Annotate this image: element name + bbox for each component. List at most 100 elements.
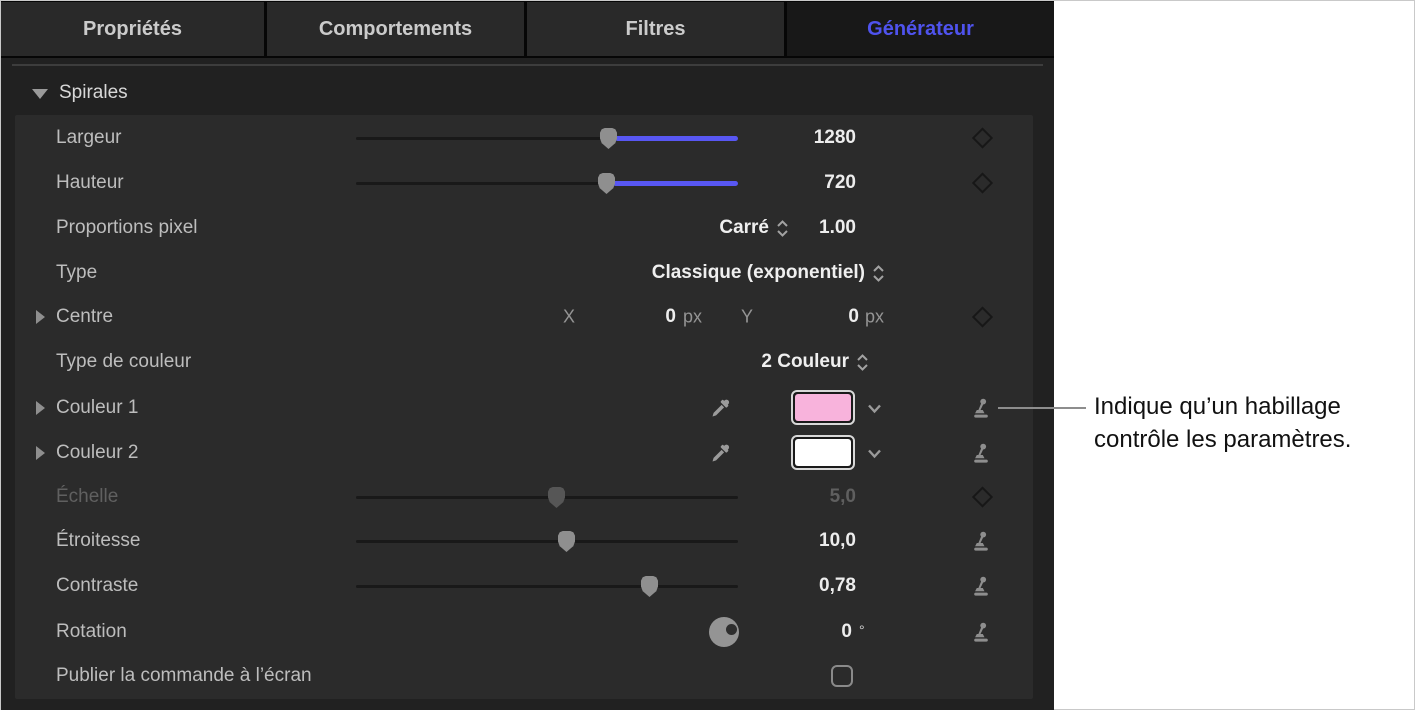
row-echelle: Échelle 5,0 xyxy=(1,475,1054,519)
param-label: Type xyxy=(56,262,98,283)
row-contraste: Contraste 0,78 xyxy=(1,564,1054,608)
row-rotation: Rotation 0 ° xyxy=(1,610,1054,654)
dial-dot xyxy=(726,624,737,635)
param-value[interactable]: 720 xyxy=(824,172,856,193)
type-couleur-popup[interactable]: 2 Couleur xyxy=(761,340,869,384)
x-unit: px xyxy=(683,306,703,327)
x-value-field[interactable]: 0 xyxy=(665,306,676,327)
slider-track[interactable] xyxy=(356,540,738,543)
x-label: X xyxy=(563,306,576,327)
divider xyxy=(12,64,1043,66)
row-publier-commande: Publier la commande à l’écran xyxy=(1,654,1054,698)
group-title: Spirales xyxy=(59,82,128,103)
slider-track[interactable] xyxy=(356,585,738,588)
row-couleur-1: Couleur 1 xyxy=(1,386,1054,430)
param-value[interactable]: 1280 xyxy=(813,127,856,148)
degree-unit: ° xyxy=(859,622,865,638)
chevron-down-icon[interactable] xyxy=(867,403,882,414)
diamond-icon[interactable] xyxy=(971,127,994,149)
proportions-popup[interactable]: Carré xyxy=(719,206,789,250)
rig-joystick-icon[interactable] xyxy=(971,442,993,464)
callout-text: Indique qu’un habillage contrôle les par… xyxy=(1094,393,1352,453)
y-unit: px xyxy=(865,306,885,327)
eyedropper-icon[interactable] xyxy=(709,396,733,420)
inspector-tab-bar: Propriétés Comportements Filtres Générat… xyxy=(1,1,1054,58)
slider-track[interactable] xyxy=(356,182,738,185)
param-label: Hauteur xyxy=(56,172,124,193)
slider-thumb xyxy=(548,487,565,508)
color-well-couleur-1[interactable] xyxy=(791,390,855,425)
group-header-spirales: Spirales xyxy=(1,75,1054,111)
rig-joystick-icon[interactable] xyxy=(971,397,993,419)
up-down-chevrons-icon xyxy=(857,353,868,371)
param-label: Couleur 1 xyxy=(56,397,139,418)
diamond-icon[interactable] xyxy=(971,306,994,328)
tab-generateur[interactable]: Générateur xyxy=(787,2,1054,56)
slider-thumb[interactable] xyxy=(558,531,575,552)
param-value: 5,0 xyxy=(829,486,856,507)
param-value[interactable]: 10,0 xyxy=(819,530,856,551)
param-value[interactable]: 1.00 xyxy=(819,217,856,238)
rig-joystick-icon[interactable] xyxy=(971,575,993,597)
param-label: Centre xyxy=(56,306,114,327)
param-label: Largeur xyxy=(56,127,122,148)
slider-track xyxy=(356,496,738,499)
triangle-down-icon[interactable] xyxy=(32,89,48,99)
row-centre: Centre X 0 px Y 0 px xyxy=(1,295,1054,339)
color-well-couleur-2[interactable] xyxy=(791,435,855,470)
rotation-dial[interactable] xyxy=(709,617,739,647)
chevron-down-icon[interactable] xyxy=(867,448,882,459)
tab-proprietes[interactable]: Propriétés xyxy=(1,2,264,56)
param-label: Contraste xyxy=(56,575,139,596)
color-swatch xyxy=(795,439,851,466)
diamond-icon[interactable] xyxy=(971,486,994,508)
param-value[interactable]: 0,78 xyxy=(819,575,856,596)
publish-checkbox[interactable] xyxy=(831,665,853,687)
up-down-chevrons-icon xyxy=(777,219,788,237)
popup-value: Classique (exponentiel) xyxy=(651,262,865,283)
slider-thumb[interactable] xyxy=(641,576,658,597)
y-label: Y xyxy=(741,306,754,327)
slider-thumb[interactable] xyxy=(600,128,617,149)
slider-track[interactable] xyxy=(356,137,738,140)
row-proportions-pixel: Proportions pixel Carré 1.00 xyxy=(1,206,1054,250)
popup-value: 2 Couleur xyxy=(761,351,849,372)
largeur-slider[interactable] xyxy=(356,116,738,160)
param-label: Rotation xyxy=(56,621,127,642)
contraste-slider[interactable] xyxy=(356,564,738,608)
param-label: Couleur 2 xyxy=(56,442,139,463)
row-type: Type Classique (exponentiel) xyxy=(1,251,1054,295)
param-label: Type de couleur xyxy=(56,351,192,372)
callout-line xyxy=(998,407,1086,409)
slider-thumb[interactable] xyxy=(598,173,615,194)
type-popup[interactable]: Classique (exponentiel) xyxy=(652,251,885,295)
row-couleur-2: Couleur 2 xyxy=(1,431,1054,475)
tab-filtres[interactable]: Filtres xyxy=(527,2,784,56)
echelle-slider xyxy=(356,475,738,519)
popup-value: Carré xyxy=(719,217,769,238)
row-hauteur: Hauteur 720 xyxy=(1,161,1054,205)
triangle-right-icon[interactable] xyxy=(36,401,45,415)
param-label: Étroitesse xyxy=(56,530,141,551)
diamond-icon[interactable] xyxy=(971,172,994,194)
parameters-box xyxy=(15,115,1033,699)
param-value[interactable]: 0 xyxy=(841,621,852,642)
tab-comportements[interactable]: Comportements xyxy=(267,2,524,56)
inspector-panel: Propriétés Comportements Filtres Générat… xyxy=(1,1,1054,710)
hauteur-slider[interactable] xyxy=(356,161,738,205)
param-label: Échelle xyxy=(56,486,119,507)
y-value-field[interactable]: 0 xyxy=(848,306,859,327)
rig-joystick-icon[interactable] xyxy=(971,621,993,643)
etroitesse-slider[interactable] xyxy=(356,519,738,563)
up-down-chevrons-icon xyxy=(873,264,884,282)
slider-fill xyxy=(615,136,738,141)
eyedropper-icon[interactable] xyxy=(709,441,733,465)
row-etroitesse: Étroitesse 10,0 xyxy=(1,519,1054,563)
rig-joystick-icon[interactable] xyxy=(971,530,993,552)
slider-fill xyxy=(613,181,738,186)
row-type-de-couleur: Type de couleur 2 Couleur xyxy=(1,340,1054,384)
triangle-right-icon[interactable] xyxy=(36,446,45,460)
color-swatch xyxy=(795,394,851,421)
triangle-right-icon[interactable] xyxy=(36,310,45,324)
